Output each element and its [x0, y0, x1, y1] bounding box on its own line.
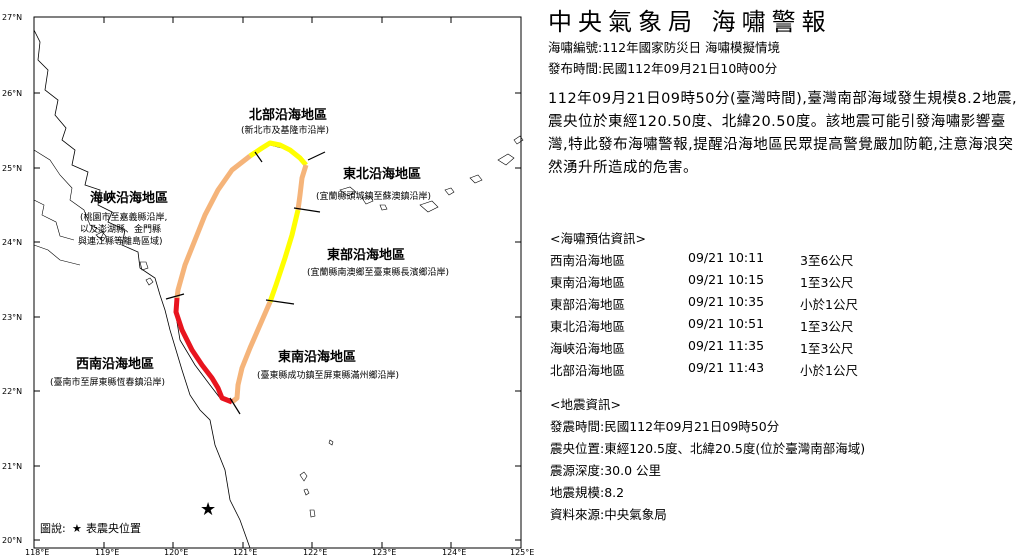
forecast-time: 09/21 10:51: [688, 316, 765, 331]
forecast-height: 小於1公尺: [800, 297, 858, 312]
quake-depth: 震源深度:30.0 公里: [550, 463, 662, 478]
lon-label: 124°E: [442, 548, 466, 557]
region-southwest-name: 西南沿海地區: [76, 356, 154, 372]
lon-label: 123°E: [372, 548, 396, 557]
region-strait-desc: 與連江縣等離島區域): [78, 235, 163, 247]
forecast-time: 09/21 11:35: [688, 338, 765, 353]
region-northeast-name: 東北沿海地區: [343, 166, 421, 182]
offshore-islands: [95, 231, 334, 518]
lat-label: 26°N: [2, 89, 22, 98]
region-north-desc: (新北市及基隆市沿岸): [241, 124, 329, 136]
forecast-row: 東南沿海地區 09/21 10:15 1至3公尺: [550, 272, 1010, 293]
region-southwest-desc: (臺南市至屏東縣恆春鎮沿岸): [50, 376, 165, 388]
forecast-height: 3至6公尺: [800, 253, 854, 268]
forecast-header: <海嘯預估資訊>: [550, 231, 646, 246]
map-ticks: [33, 16, 522, 548]
tsunami-map: 27°N 26°N 25°N 24°N 23°N 22°N 21°N 20°N …: [2, 13, 534, 557]
region-northeast-desc: (宜蘭縣頭城鎮至蘇澳鎮沿岸): [316, 190, 431, 202]
forecast-region: 東部沿海地區: [550, 297, 626, 312]
lon-label: 125°E: [510, 548, 534, 557]
forecast-region: 東南沿海地區: [550, 275, 626, 290]
quake-time: 發震時間:民國112年09月21日09時50分: [550, 419, 780, 434]
lat-label: 20°N: [2, 536, 22, 545]
forecast-time: 09/21 10:11: [688, 250, 765, 265]
forecast-time: 09/21 10:35: [688, 294, 765, 309]
legend-label: 圖說:: [40, 521, 66, 535]
coast-southwest: [173, 297, 233, 405]
lon-label: 119°E: [95, 548, 119, 557]
epicenter-star-icon: ★: [200, 499, 216, 520]
region-north-name: 北部沿海地區: [249, 107, 327, 123]
forecast-region: 西南沿海地區: [550, 253, 626, 268]
longitude-labels: 118°E 119°E 120°E 121°E 122°E 123°E 124°…: [25, 548, 534, 557]
lat-label: 24°N: [2, 238, 22, 247]
quake-location: 震央位置:東經120.5度、北緯20.5度(位於臺灣南部海域): [550, 441, 866, 456]
data-source: 資料來源:中央氣象局: [550, 507, 667, 522]
legend-star-icon: ★: [72, 522, 82, 535]
lon-label: 118°E: [25, 548, 49, 557]
forecast-height: 1至3公尺: [800, 319, 854, 334]
tsunami-number: 海嘯編號:112年國家防災日 海嘯模擬情境: [548, 40, 781, 55]
coast-southeast: [230, 301, 273, 404]
coast-northeast: [295, 164, 309, 211]
lat-label: 25°N: [2, 164, 22, 173]
legend-text: 表震央位置: [86, 521, 141, 535]
region-east-desc: (宜蘭縣南澳鄉至臺東縣長濱鄉沿岸): [307, 266, 449, 278]
quake-header: <地震資訊>: [550, 397, 621, 412]
forecast-region: 北部沿海地區: [550, 363, 626, 378]
region-strait-name: 海峽沿海地區: [90, 190, 168, 206]
forecast-row: 東北沿海地區 09/21 10:51 1至3公尺: [550, 316, 1010, 337]
region-east-name: 東部沿海地區: [327, 247, 405, 263]
coast-strait: [174, 154, 252, 299]
region-southeast-desc: (臺東縣成功鎮至屏東縣滿州鄉沿岸): [257, 369, 399, 381]
china-coastline: [33, 29, 251, 549]
lon-label: 121°E: [233, 548, 257, 557]
page-title: 中央氣象局 海嘯警報: [548, 8, 832, 36]
warning-body: 112年09月21日09時50分(臺灣時間),臺灣南部海域發生規模8.2地震,震…: [548, 91, 1018, 176]
lon-label: 122°E: [303, 548, 327, 557]
china-coastline-detail: [33, 149, 105, 266]
lat-label: 23°N: [2, 313, 22, 322]
forecast-row: 海峽沿海地區 09/21 11:35 1至3公尺: [550, 338, 1010, 359]
coast-north: [248, 140, 308, 167]
ryukyu-islands: [339, 135, 524, 213]
forecast-row: 西南沿海地區 09/21 10:11 3至6公尺: [550, 250, 1010, 271]
quake-magnitude: 地震規模:8.2: [550, 485, 625, 500]
issue-time: 發布時間:民國112年09月21日10時00分: [548, 61, 778, 76]
forecast-row: 東部沿海地區 09/21 10:35 小於1公尺: [550, 294, 1010, 315]
lat-label: 22°N: [2, 387, 22, 396]
forecast-height: 1至3公尺: [800, 275, 854, 290]
lon-label: 120°E: [164, 548, 188, 557]
forecast-row: 北部沿海地區 09/21 11:43 小於1公尺: [550, 360, 1010, 381]
region-strait-desc: 以及澎湖縣、金門縣: [80, 223, 161, 235]
forecast-time: 09/21 10:15: [688, 272, 765, 287]
forecast-height: 1至3公尺: [800, 341, 854, 356]
coast-east: [267, 209, 301, 303]
region-southeast-name: 東南沿海地區: [278, 349, 356, 365]
warning-panel: 中央氣象局 海嘯警報 海嘯編號:112年國家防災日 海嘯模擬情境 發布時間:民國…: [548, 0, 1018, 557]
lat-label: 21°N: [2, 462, 22, 471]
lat-label: 27°N: [2, 13, 22, 22]
forecast-time: 09/21 11:43: [688, 360, 765, 375]
forecast-region: 東北沿海地區: [550, 319, 626, 334]
map-legend: 圖說: ★ 表震央位置: [40, 521, 141, 535]
forecast-region: 海峽沿海地區: [550, 341, 626, 356]
forecast-height: 小於1公尺: [800, 363, 858, 378]
segment-boundaries: [165, 151, 326, 415]
latitude-labels: 27°N 26°N 25°N 24°N 23°N 22°N 21°N 20°N: [2, 13, 22, 545]
region-strait-desc: (桃園市至嘉義縣沿岸,: [80, 211, 167, 223]
